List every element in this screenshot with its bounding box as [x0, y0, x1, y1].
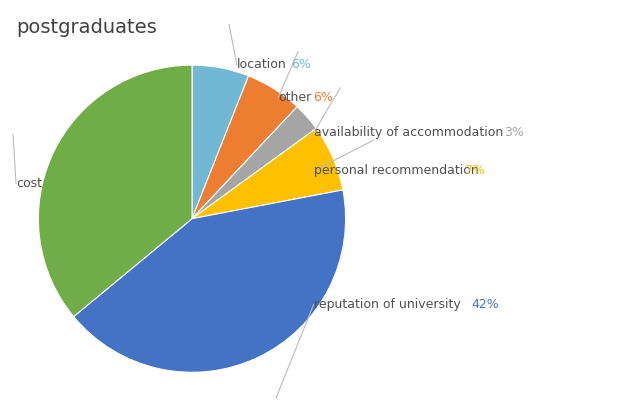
Text: 6%: 6%: [313, 91, 333, 104]
Text: cost: cost: [16, 177, 42, 190]
Text: location: location: [237, 58, 287, 71]
Wedge shape: [192, 107, 316, 219]
Wedge shape: [192, 128, 343, 219]
Wedge shape: [74, 190, 346, 372]
Wedge shape: [192, 76, 297, 219]
Text: availability of accommodation: availability of accommodation: [314, 126, 503, 139]
Wedge shape: [192, 65, 248, 219]
Text: 7%: 7%: [465, 164, 485, 177]
Wedge shape: [38, 65, 192, 317]
Text: other: other: [278, 91, 312, 104]
Text: 3%: 3%: [504, 126, 524, 139]
Text: 36%: 36%: [44, 177, 72, 190]
Text: postgraduates: postgraduates: [16, 18, 157, 37]
Text: 42%: 42%: [472, 298, 499, 311]
Text: personal recommendation: personal recommendation: [314, 164, 478, 177]
Text: reputation of university: reputation of university: [314, 298, 460, 311]
Text: 6%: 6%: [291, 58, 310, 71]
